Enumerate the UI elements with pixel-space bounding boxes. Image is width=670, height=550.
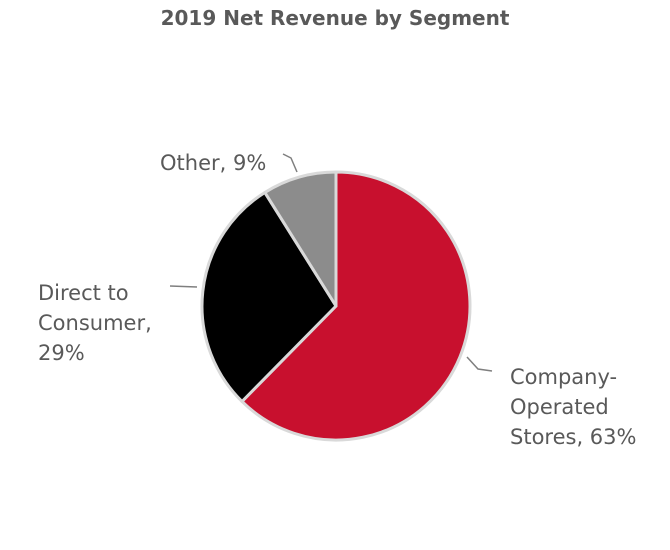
pie-slice-other <box>263 170 338 308</box>
data-label: Other, 9% <box>160 151 266 175</box>
data-label-line: Operated <box>510 395 609 419</box>
leaders-layer <box>169 153 493 372</box>
data-label-line: Stores, 63% <box>510 425 636 449</box>
leader-line <box>466 356 493 372</box>
labels-layer: Company- Operated Stores, 63% Direct to Cons… <box>38 151 636 449</box>
slices-layer <box>200 170 472 442</box>
data-label: Direct to Consumer, 29% <box>38 281 152 365</box>
data-label-line: Other, 9% <box>160 151 266 175</box>
chart-title: 2019 Net Revenue by Segment <box>160 6 510 30</box>
data-label-line: 29% <box>38 341 85 365</box>
data-label-line: Consumer, <box>38 311 152 335</box>
leader-line <box>282 153 298 173</box>
pie-slice-company-operated-stores <box>240 170 472 442</box>
data-label: Company- Operated Stores, 63% <box>510 365 636 449</box>
leader-line <box>169 285 198 288</box>
pie-slice-direct-to-consumer <box>200 190 338 403</box>
data-label-line: Direct to <box>38 281 129 305</box>
data-label-line: Company- <box>510 365 617 389</box>
